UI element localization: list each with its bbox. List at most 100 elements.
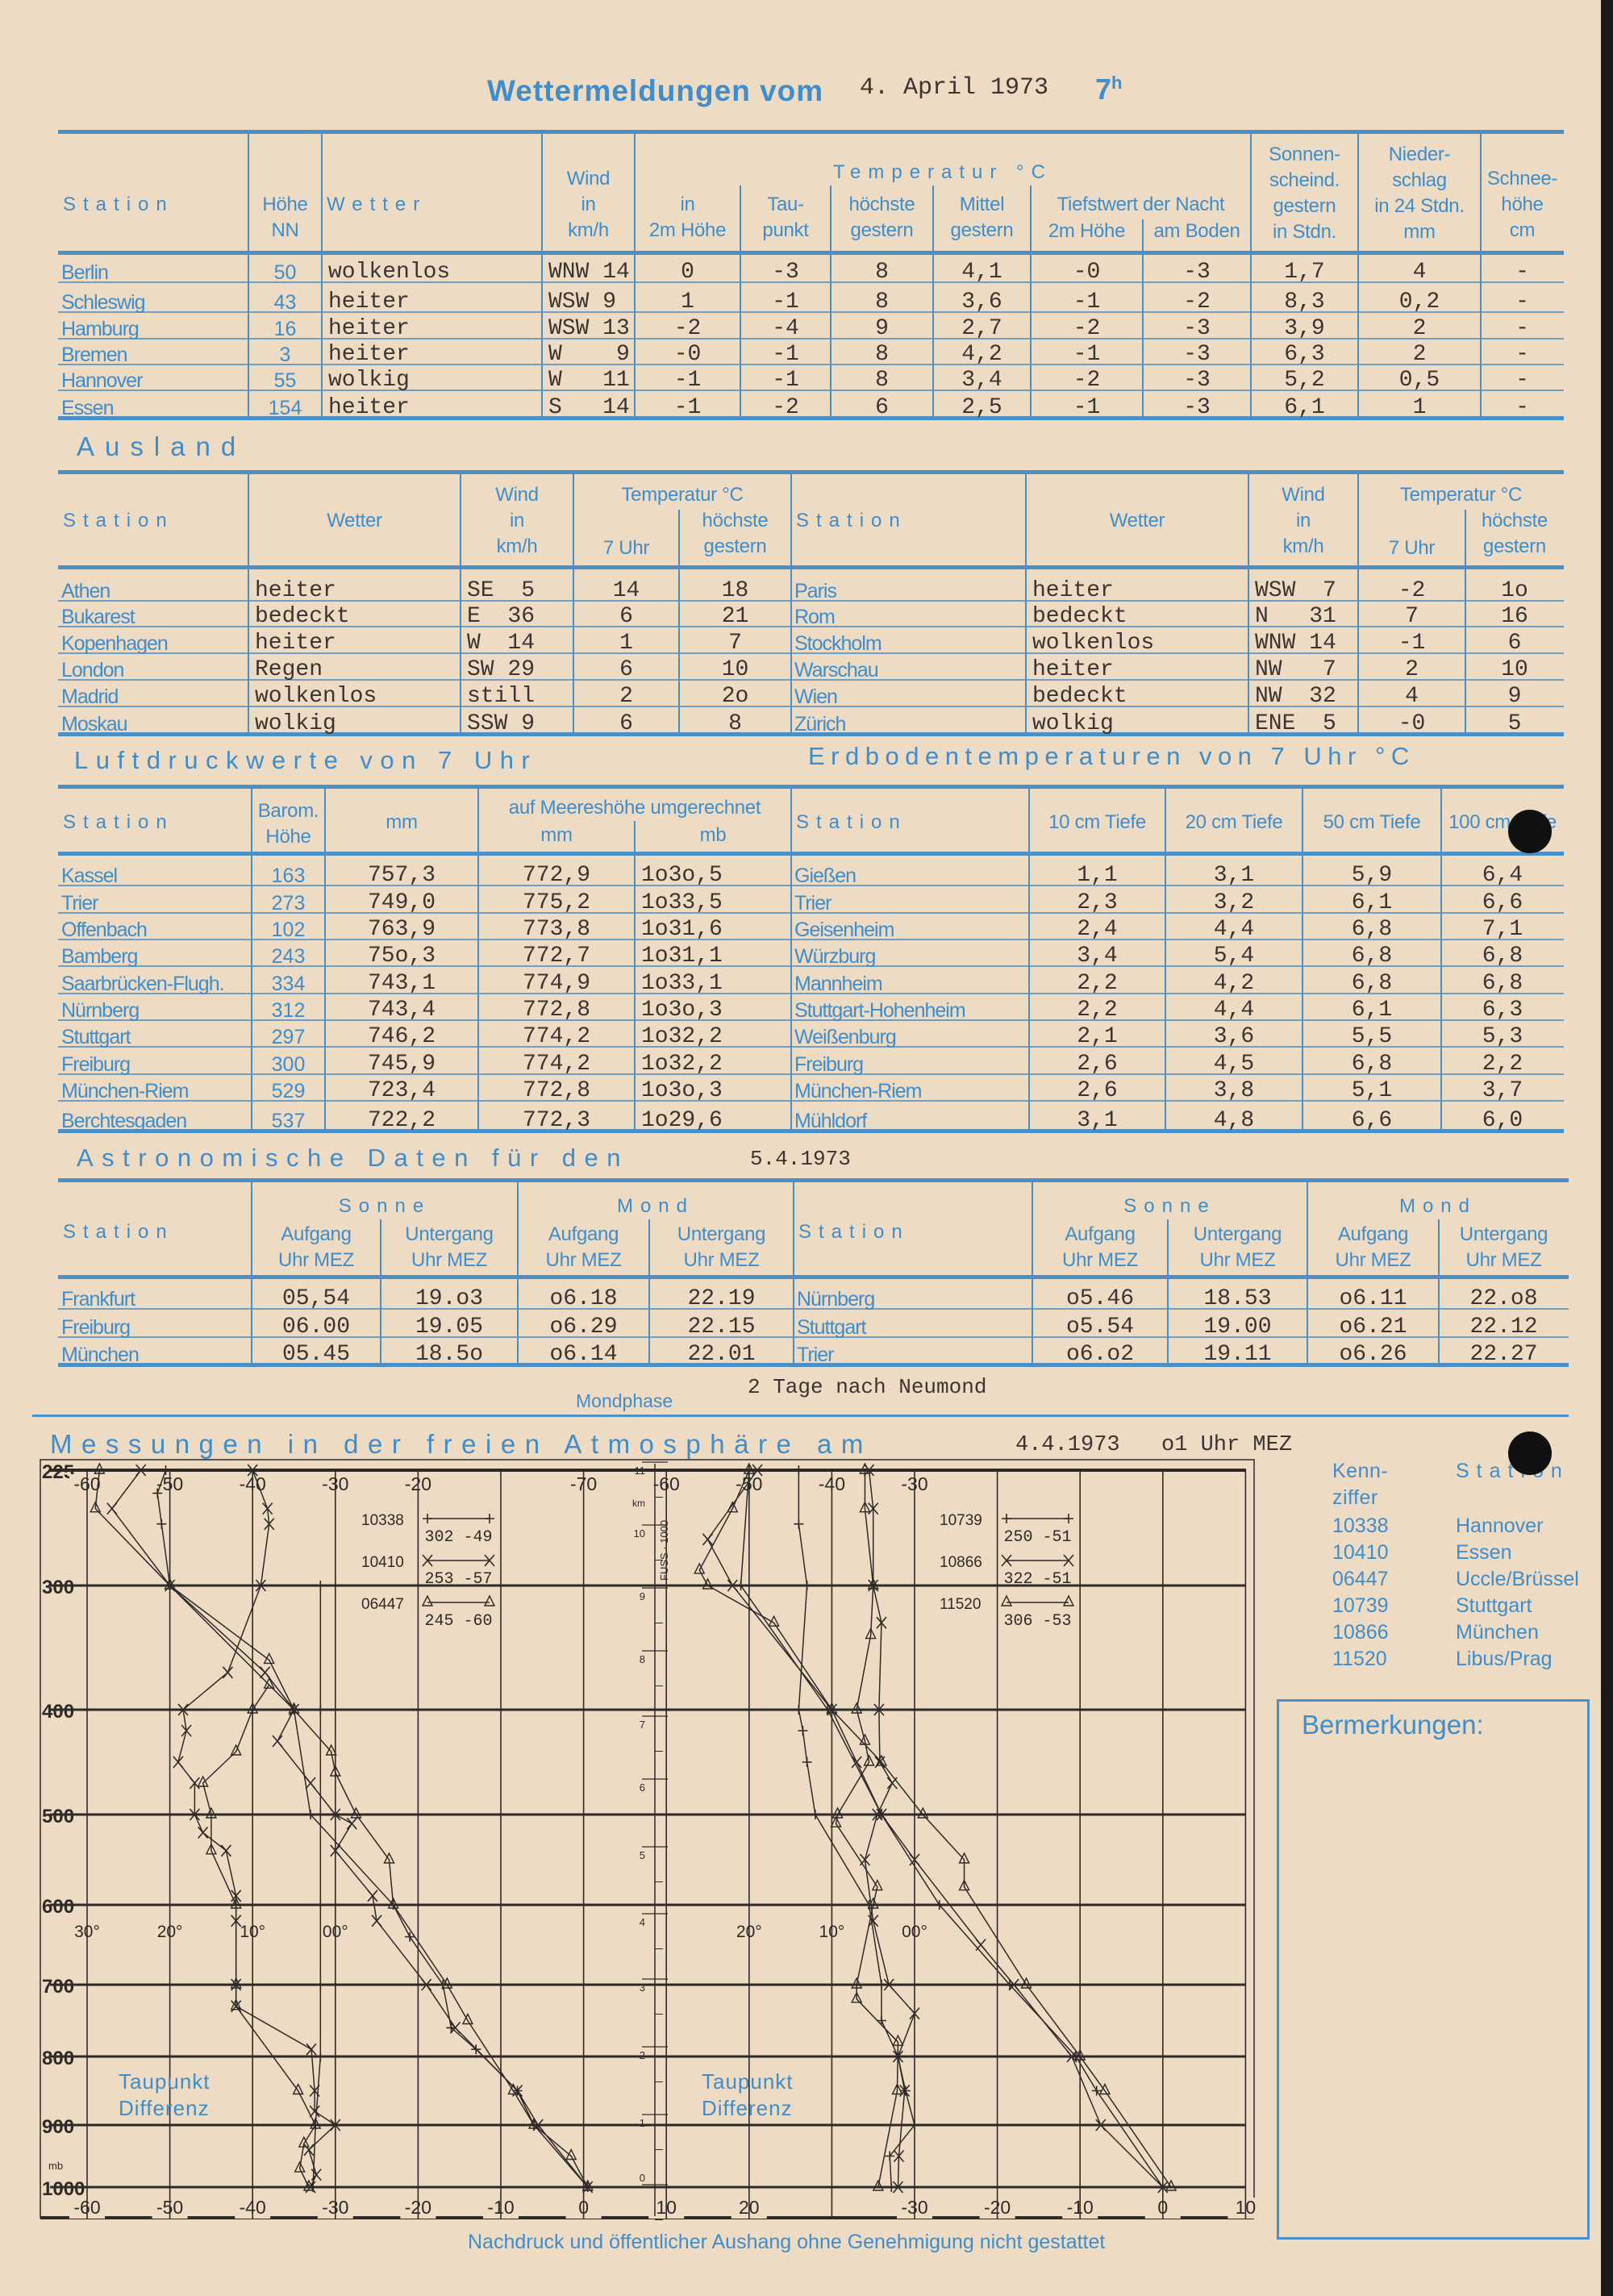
table-rule — [58, 851, 1564, 856]
ausland-header: 7 Uhr — [1388, 537, 1436, 559]
inland-header: Höhe NN — [262, 194, 308, 241]
pressure-mm: 722,2 — [367, 1108, 436, 1133]
min-2m: -1 — [1073, 395, 1101, 420]
column-divider — [1167, 1219, 1169, 1365]
plus-marker — [315, 1900, 326, 1910]
table-rule — [58, 1128, 1564, 1133]
temp-7h: 2 — [1405, 657, 1419, 682]
soil-100cm: 6,6 — [1482, 890, 1523, 915]
triangle-marker — [865, 1627, 877, 1640]
snow-depth: - — [1515, 395, 1529, 420]
sea-level-mb: 1o3o,3 — [641, 1078, 723, 1103]
legend-station-id: 10410 — [361, 1554, 404, 1571]
cross-marker — [173, 1756, 184, 1769]
column-divider — [790, 472, 792, 734]
station-key-name: Hannover — [1456, 1515, 1544, 1537]
soil-100cm: 6,8 — [1482, 971, 1523, 996]
column-divider — [634, 821, 636, 1131]
astro-header: Mond — [1398, 1195, 1478, 1217]
station-name: Freiburg — [61, 1316, 131, 1339]
pressure-mm: 746,2 — [367, 1024, 436, 1049]
station-key-id: 10739 — [1332, 1594, 1389, 1617]
barometer-altitude: 243 — [271, 945, 306, 968]
station-name: Bukarest — [61, 606, 135, 628]
soil-50cm: 6,8 — [1351, 944, 1393, 969]
inland-header: Wind in km/h — [566, 168, 611, 241]
column-divider — [740, 185, 741, 418]
sunrise: 05,54 — [281, 1286, 350, 1311]
plus-marker — [876, 1980, 886, 1990]
triangle-marker — [1165, 2179, 1177, 2191]
ausland-header: Temperatur °C — [1399, 484, 1523, 506]
soil-20cm: 4,2 — [1213, 971, 1255, 996]
station-name: Bamberg — [61, 945, 138, 968]
triangle-marker — [325, 1744, 337, 1756]
snow-depth: - — [1515, 260, 1529, 285]
height-km-label: 0 — [640, 2172, 645, 2184]
column-divider — [517, 1180, 519, 1365]
triangle-marker — [329, 1765, 341, 1777]
station-name: Moskau — [61, 713, 128, 735]
ausland-header: Wetter — [1109, 510, 1165, 531]
triangle-marker — [581, 2179, 594, 2191]
column-divider — [380, 1219, 381, 1365]
plus-marker — [315, 2052, 326, 2061]
sea-level-mm: 772,8 — [522, 1078, 590, 1103]
soil-10cm: 2,4 — [1077, 917, 1118, 942]
column-divider — [1032, 1180, 1033, 1365]
sea-level-mb: 1o32,2 — [641, 1052, 723, 1077]
soil-50cm: 5,1 — [1351, 1078, 1393, 1103]
sunshine-hours: 8,3 — [1284, 290, 1325, 315]
cross-marker — [189, 1808, 200, 1821]
max-yesterday: 8 — [875, 368, 889, 393]
temperature-profile — [156, 1469, 589, 2188]
soil-20cm: 3,8 — [1213, 1078, 1255, 1103]
column-divider — [1440, 786, 1442, 1131]
weather: heiter — [255, 578, 336, 603]
triangle-marker — [702, 1577, 714, 1590]
triangle-marker — [298, 2136, 310, 2148]
sunrise: o5.46 — [1065, 1286, 1134, 1311]
plus-marker — [423, 1514, 432, 1523]
report-hour-value: 7 — [1095, 73, 1112, 106]
min-ground: -3 — [1183, 260, 1211, 285]
temp-7h: -2 — [1398, 578, 1426, 603]
cross-marker — [330, 1808, 341, 1821]
station-key-id: 11520 — [1332, 1648, 1387, 1670]
triangle-marker — [205, 1843, 218, 1855]
plus-marker — [405, 1931, 415, 1942]
station-name: Hannover — [61, 369, 143, 392]
height-km-label: 3 — [640, 1981, 645, 1994]
table-rule — [58, 1274, 1569, 1279]
max-yesterday: 9 — [1507, 684, 1522, 709]
station-name: Zürich — [794, 713, 846, 735]
station-name: Stuttgart — [61, 1026, 131, 1048]
table-rule — [58, 912, 1564, 914]
height-km-label: 1 — [640, 2117, 645, 2129]
soil-50cm: 6,1 — [1351, 998, 1393, 1023]
temp-7h: 14 — [612, 578, 640, 603]
triangle-marker — [826, 1702, 838, 1714]
wind: N 31 — [1255, 604, 1336, 629]
column-divider — [1302, 786, 1303, 1131]
triangle-marker — [1074, 2048, 1086, 2061]
column-divider — [1438, 1219, 1440, 1365]
soil-10cm: 2,2 — [1077, 971, 1118, 996]
barometer-altitude: 300 — [271, 1053, 306, 1076]
astro-header: Untergang Uhr MEZ — [677, 1223, 766, 1271]
barometer-altitude: 297 — [271, 1026, 306, 1048]
triangle-marker — [851, 1977, 863, 1989]
max-yesterday: 9 — [875, 316, 889, 341]
sunrise: 05.45 — [281, 1342, 350, 1367]
station-name: Geisenheim — [794, 919, 894, 941]
max-yesterday: 10 — [721, 657, 749, 682]
moonrise: o6.11 — [1339, 1286, 1407, 1311]
soil-10cm: 2,6 — [1077, 1052, 1118, 1077]
cross-marker — [264, 1518, 275, 1531]
sunshine-hours: 6,3 — [1284, 342, 1325, 367]
max-yesterday: 7 — [728, 631, 742, 656]
table-rule — [58, 129, 1564, 134]
height-km-label: 7 — [640, 1719, 645, 1731]
max-yesterday: 10 — [1501, 657, 1528, 682]
barometer-altitude: 312 — [271, 999, 306, 1022]
